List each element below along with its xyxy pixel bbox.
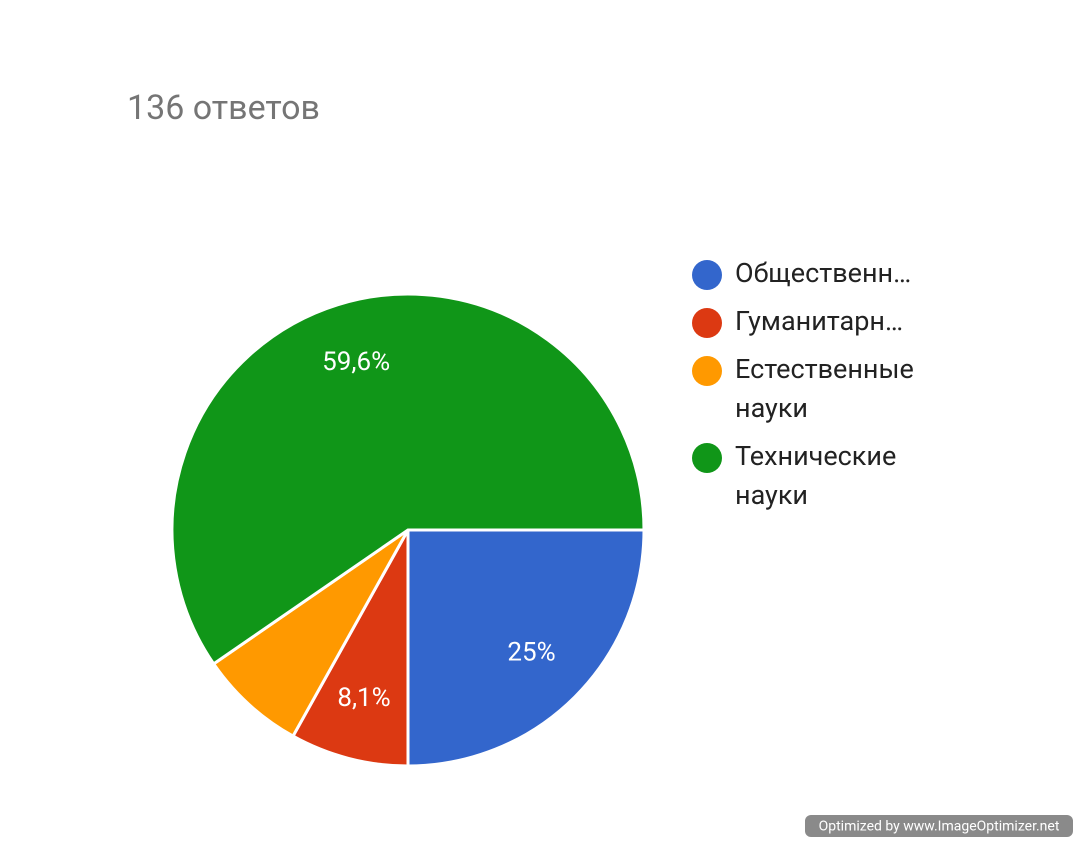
slice-label: 8,1%	[337, 683, 390, 713]
pie-slice	[211, 528, 410, 739]
slice-label: 59,6%	[322, 347, 390, 377]
legend-label: Гуманитарн…	[735, 305, 903, 337]
pie-slice	[170, 292, 646, 666]
legend-swatch	[692, 260, 722, 290]
slice-label: 25%	[507, 637, 555, 667]
pie-slice	[290, 524, 410, 768]
legend-label: Общественн…	[735, 257, 911, 289]
watermark: Optimized by www.ImageOptimizer.net	[819, 819, 1060, 835]
legend-swatch	[692, 356, 722, 386]
legend-label: Естественные науки	[735, 353, 914, 424]
pie-slice	[406, 528, 646, 768]
legend-swatch	[692, 308, 722, 338]
watermark-box	[805, 815, 1073, 837]
legend-label: Технические науки	[735, 440, 896, 511]
chart-title: 136 ответов	[127, 88, 320, 128]
legend-swatch	[692, 443, 722, 473]
